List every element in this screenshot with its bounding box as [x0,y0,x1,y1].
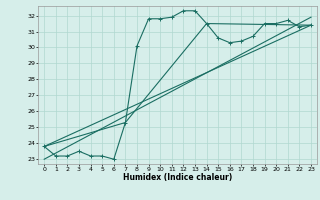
X-axis label: Humidex (Indice chaleur): Humidex (Indice chaleur) [123,173,232,182]
